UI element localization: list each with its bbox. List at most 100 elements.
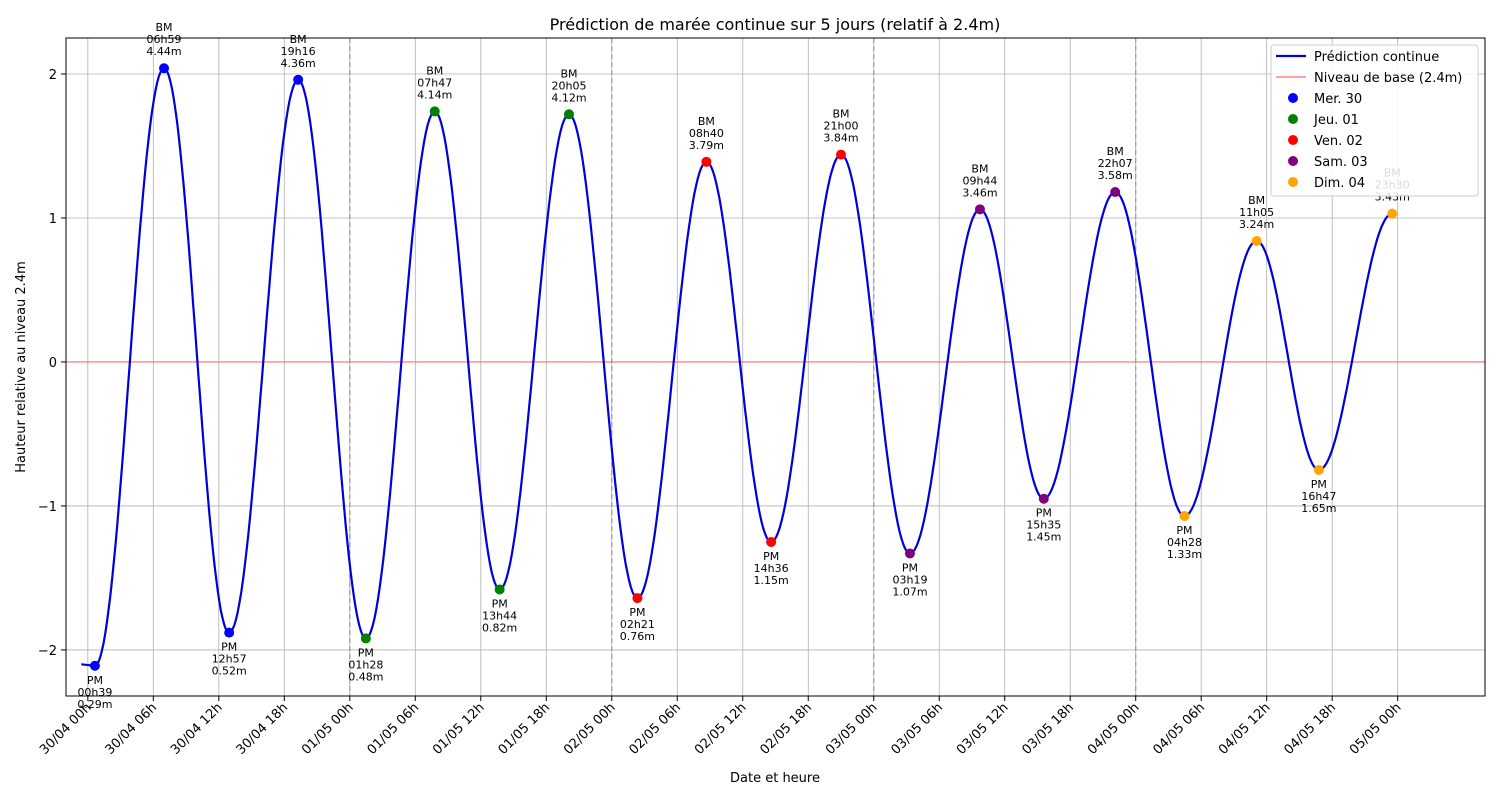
extreme-point bbox=[835, 149, 846, 160]
legend-day-marker bbox=[1288, 114, 1298, 124]
extreme-time-label: 16h47 bbox=[1301, 490, 1336, 503]
legend-day-marker bbox=[1288, 93, 1298, 103]
extreme-height-label: 4.44m bbox=[146, 45, 181, 58]
extreme-point bbox=[1313, 464, 1324, 475]
extreme-height-label: 0.76m bbox=[620, 630, 655, 643]
legend-day-marker bbox=[1288, 156, 1298, 166]
extreme-time-label: 19h16 bbox=[281, 45, 316, 58]
extreme-type-label: BM bbox=[1107, 145, 1124, 158]
legend-day-marker bbox=[1288, 135, 1298, 145]
legend-day-label: Sam. 03 bbox=[1314, 155, 1368, 170]
extreme-type-label: PM bbox=[763, 550, 779, 563]
extreme-height-label: 1.65m bbox=[1301, 502, 1336, 515]
extreme-height-label: 3.79m bbox=[689, 139, 724, 152]
extreme-height-label: 4.14m bbox=[417, 88, 452, 101]
extreme-height-label: 1.07m bbox=[892, 585, 927, 598]
extreme-height-label: 3.24m bbox=[1239, 218, 1274, 231]
extreme-point bbox=[159, 63, 170, 74]
legend-day-label: Dim. 04 bbox=[1314, 176, 1365, 191]
extreme-point bbox=[293, 74, 304, 85]
extreme-type-label: PM bbox=[87, 674, 103, 687]
extreme-time-label: 21h00 bbox=[824, 120, 859, 133]
extreme-time-label: 14h36 bbox=[754, 562, 789, 575]
y-tick-label: 0 bbox=[49, 356, 57, 371]
extreme-annotations: PM00h390.29mBM06h594.44mPM12h570.52mBM19… bbox=[77, 21, 1410, 711]
y-tick-label: −2 bbox=[38, 644, 57, 659]
extreme-time-label: 20h05 bbox=[551, 79, 586, 92]
extreme-type-label: PM bbox=[902, 561, 918, 574]
extreme-point bbox=[1038, 493, 1049, 504]
extreme-height-label: 1.45m bbox=[1026, 531, 1061, 544]
extreme-point bbox=[766, 536, 777, 547]
extreme-type-label: BM bbox=[832, 108, 849, 121]
extreme-time-label: 11h05 bbox=[1239, 206, 1274, 219]
legend-baseline-label: Niveau de base (2.4m) bbox=[1314, 71, 1462, 86]
extreme-type-label: BM bbox=[1248, 194, 1265, 207]
y-axis-ticks: −2 −1 0 1 2 bbox=[38, 68, 66, 659]
extreme-time-label: 04h28 bbox=[1167, 536, 1202, 549]
extreme-point bbox=[904, 548, 915, 559]
extreme-time-label: 01h28 bbox=[348, 658, 383, 671]
extreme-time-label: 08h40 bbox=[689, 127, 724, 140]
extreme-height-label: 0.29m bbox=[77, 698, 112, 711]
x-axis-title: Date et heure bbox=[730, 771, 820, 786]
plot-frame bbox=[65, 37, 1486, 697]
extreme-point bbox=[563, 109, 574, 120]
extreme-type-label: BM bbox=[698, 115, 715, 128]
extreme-point bbox=[89, 660, 100, 671]
extreme-height-label: 0.52m bbox=[212, 665, 247, 678]
legend: Prédiction continue Niveau de base (2.4m)… bbox=[1270, 44, 1479, 197]
y-axis-title: Hauteur relative au niveau 2.4m bbox=[14, 261, 29, 473]
extreme-point bbox=[224, 627, 235, 638]
extreme-type-label: PM bbox=[629, 606, 645, 619]
extreme-point bbox=[1179, 511, 1190, 522]
tide-curve bbox=[81, 67, 1393, 667]
chart-title: Prédiction de marée continue sur 5 jours… bbox=[550, 15, 1001, 34]
extreme-type-label: PM bbox=[1036, 507, 1052, 520]
extreme-type-label: PM bbox=[358, 646, 374, 659]
y-tick-label: −1 bbox=[38, 500, 57, 515]
extreme-point bbox=[632, 593, 643, 604]
extreme-type-label: PM bbox=[1311, 478, 1327, 491]
extreme-type-label: BM bbox=[426, 64, 443, 77]
extreme-time-label: 03h19 bbox=[892, 573, 927, 586]
extreme-type-label: BM bbox=[155, 21, 172, 34]
extreme-time-label: 13h44 bbox=[482, 609, 517, 622]
extreme-height-label: 1.33m bbox=[1167, 548, 1202, 561]
extreme-height-label: 1.15m bbox=[754, 574, 789, 587]
extreme-height-label: 4.36m bbox=[281, 57, 316, 70]
extreme-point bbox=[1387, 208, 1398, 219]
extreme-time-label: 06h59 bbox=[147, 33, 182, 46]
extreme-point bbox=[974, 204, 985, 215]
extreme-points bbox=[89, 63, 1398, 671]
extreme-type-label: BM bbox=[290, 33, 307, 46]
extreme-height-label: 0.48m bbox=[348, 670, 383, 683]
curve-layer bbox=[81, 67, 1393, 667]
legend-day-label: Mer. 30 bbox=[1314, 92, 1362, 107]
extreme-time-label: 12h57 bbox=[212, 653, 247, 666]
extreme-type-label: PM bbox=[492, 597, 508, 610]
legend-day-label: Ven. 02 bbox=[1314, 134, 1363, 149]
legend-day-marker bbox=[1288, 177, 1298, 187]
extreme-height-label: 4.12m bbox=[551, 91, 586, 104]
extreme-type-label: PM bbox=[221, 641, 237, 654]
extreme-point bbox=[701, 156, 712, 167]
day-boundaries bbox=[349, 38, 1137, 696]
legend-box bbox=[1270, 44, 1479, 197]
extreme-time-label: 15h35 bbox=[1026, 519, 1061, 532]
extreme-time-label: 02h21 bbox=[620, 618, 655, 631]
extreme-point bbox=[1110, 187, 1121, 198]
extreme-type-label: BM bbox=[971, 162, 988, 175]
legend-curve-label: Prédiction continue bbox=[1314, 50, 1439, 65]
extreme-time-label: 07h47 bbox=[417, 76, 452, 89]
legend-day-label: Jeu. 01 bbox=[1313, 113, 1359, 128]
extreme-time-label: 09h44 bbox=[962, 174, 997, 187]
extreme-point bbox=[1251, 236, 1262, 247]
extreme-height-label: 3.46m bbox=[962, 186, 997, 199]
extreme-height-label: 3.58m bbox=[1098, 169, 1133, 182]
extreme-point bbox=[494, 584, 505, 595]
extreme-height-label: 0.82m bbox=[482, 621, 517, 634]
extreme-time-label: 22h07 bbox=[1098, 157, 1133, 170]
y-tick-label: 2 bbox=[49, 68, 57, 83]
